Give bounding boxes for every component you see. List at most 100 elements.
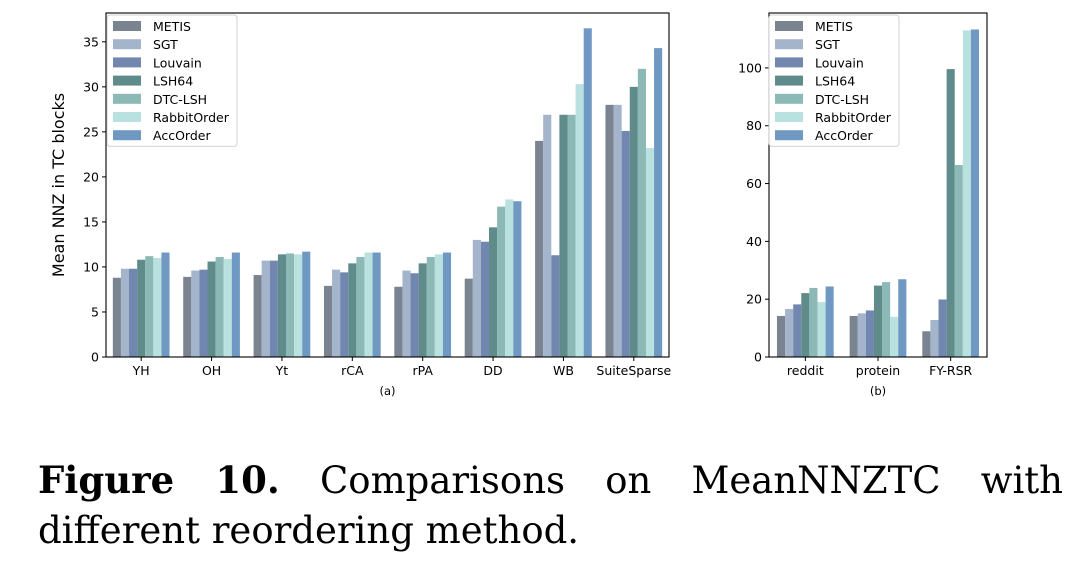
- bar-sgt-suitesparse: [613, 104, 622, 357]
- bar-metis-rpa: [394, 286, 403, 357]
- y-tick-label-10: 10: [83, 259, 99, 274]
- y-tick-label-20: 20: [746, 292, 762, 307]
- legend-label-metis: METIS: [153, 19, 191, 34]
- bar-rabbitorder-dd: [505, 199, 514, 357]
- bar-dtc-lsh-reddit: [809, 287, 818, 357]
- bar-sgt-rca: [332, 269, 341, 357]
- bar-dtc-lsh-rpa: [426, 257, 435, 357]
- x-axis-label: (a): [379, 384, 395, 398]
- legend-swatch-louvain: [775, 57, 803, 68]
- caption-label: Figure 10.: [38, 458, 280, 502]
- x-tick-label-yh: YH: [132, 363, 150, 378]
- y-tick-label-25: 25: [83, 124, 99, 139]
- legend-label-louvain: Louvain: [815, 55, 864, 70]
- legend-label-sgt: SGT: [153, 37, 178, 52]
- legend-swatch-rabbitorder: [113, 112, 141, 122]
- bar-rabbitorder-wb: [575, 84, 584, 357]
- bar-accorder-wb: [583, 28, 592, 358]
- bar-sgt-protein: [857, 313, 866, 357]
- bar-lsh64-yt: [277, 254, 286, 357]
- bar-dtc-lsh-oh: [215, 257, 224, 357]
- bar-rabbitorder-suitesparse: [645, 148, 655, 357]
- bar-metis-yh: [112, 277, 121, 357]
- legend: METIS SGT Louvain LSH64 DTC-LSH RabbitOrder Ac…: [768, 14, 900, 147]
- bar-accorder-oh: [231, 252, 240, 357]
- bar-louvain-dd: [480, 241, 490, 357]
- plot-frame: [105, 12, 670, 358]
- legend-swatch-dtc-lsh: [775, 93, 803, 104]
- bar-sgt-reddit: [785, 309, 794, 357]
- bar-accorder-dd: [513, 201, 522, 357]
- x-tick-label-protein: protein: [856, 363, 900, 378]
- y-tick-label-0: 0: [754, 350, 762, 365]
- bar-rabbitorder-reddit: [817, 302, 826, 357]
- legend-swatch-louvain: [113, 57, 141, 68]
- bar-accorder-rpa: [442, 252, 452, 357]
- bar-lsh64-protein: [873, 285, 883, 357]
- bar-dtc-lsh-suitesparse: [637, 68, 646, 357]
- legend-swatch-dtc-lsh: [113, 93, 141, 104]
- x-tick-label-suitesparse: SuiteSparse: [596, 363, 671, 378]
- bar-metis-reddit: [776, 315, 786, 357]
- legend-swatch-sgt: [113, 39, 141, 50]
- y-tick-label-80: 80: [746, 118, 762, 133]
- bar-lsh64-yh: [137, 259, 146, 357]
- legend-label-rabbitorder: RabbitOrder: [815, 110, 892, 125]
- bar-rabbitorder-yh: [153, 257, 162, 357]
- bar-lsh64-suitesparse: [629, 86, 638, 357]
- chart-panel-a: YH OH Yt rCA rPA DD WB SuiteSparse 0 5 10 15 20 25 30 3…: [49, 12, 672, 398]
- x-tick-label-yt: Yt: [275, 363, 289, 378]
- bar-lsh64-rca: [348, 263, 357, 357]
- bar-rabbitorder-fy-rsr: [962, 30, 971, 358]
- bar-sgt-dd: [472, 239, 481, 357]
- bar-sgt-oh: [191, 270, 200, 357]
- plot-frame: [768, 12, 988, 358]
- y-tick-label-60: 60: [746, 176, 762, 191]
- bar-lsh64-reddit: [801, 293, 810, 357]
- bar-accorder-suitesparse: [654, 48, 663, 358]
- bar-metis-fy-rsr: [922, 331, 931, 357]
- legend-swatch-rabbitorder: [775, 112, 803, 122]
- legend-swatch-sgt: [775, 39, 803, 50]
- y-tick-label-5: 5: [91, 304, 99, 319]
- bar-metis-rca: [323, 285, 333, 357]
- y-tick-label-35: 35: [83, 34, 99, 49]
- bar-louvain-oh: [199, 269, 208, 357]
- bar-sgt-wb: [543, 114, 552, 357]
- x-tick-label-rpa: rPA: [412, 363, 433, 378]
- bar-sgt-fy-rsr: [930, 320, 939, 357]
- bar-dtc-lsh-wb: [567, 114, 576, 357]
- legend-label-accorder: AccOrder: [153, 128, 211, 143]
- bar-metis-protein: [849, 315, 858, 357]
- bar-sgt-yh: [120, 268, 130, 357]
- bar-louvain-yh: [129, 268, 138, 357]
- legend-swatch-accorder: [113, 130, 141, 141]
- legend-swatch-lsh64: [113, 75, 141, 86]
- bars: [776, 29, 980, 358]
- legend-label-sgt: SGT: [815, 37, 840, 52]
- bar-dtc-lsh-protein: [882, 282, 891, 357]
- chart-panel-b: reddit protein FY-RSR 0 20 40 60 80 100 (b) METIS S…: [738, 12, 988, 398]
- bar-accorder-rca: [372, 252, 381, 357]
- legend-label-dtc-lsh: DTC-LSH: [815, 92, 869, 107]
- bar-dtc-lsh-yh: [145, 256, 154, 357]
- x-axis-label: (b): [870, 384, 886, 398]
- x-tick-label-reddit: reddit: [787, 363, 824, 378]
- bar-metis-oh: [183, 276, 192, 357]
- bar-rabbitorder-oh: [223, 258, 232, 357]
- bar-rabbitorder-protein: [890, 316, 899, 357]
- bar-accorder-yh: [161, 252, 170, 357]
- legend-label-lsh64: LSH64: [815, 74, 855, 89]
- legend-label-metis: METIS: [815, 19, 853, 34]
- bar-accorder-fy-rsr: [970, 29, 980, 357]
- y-tick-label-100: 100: [738, 60, 762, 75]
- bar-dtc-lsh-rca: [356, 257, 365, 357]
- bar-louvain-wb: [551, 255, 560, 357]
- legend-label-rabbitorder: RabbitOrder: [153, 110, 230, 125]
- y-tick-label-30: 30: [83, 79, 99, 94]
- legend-swatch-lsh64: [775, 75, 803, 86]
- legend-label-louvain: Louvain: [153, 55, 202, 70]
- bar-sgt-yt: [261, 260, 270, 357]
- bar-rabbitorder-rpa: [434, 254, 443, 357]
- legend-label-accorder: AccOrder: [815, 128, 873, 143]
